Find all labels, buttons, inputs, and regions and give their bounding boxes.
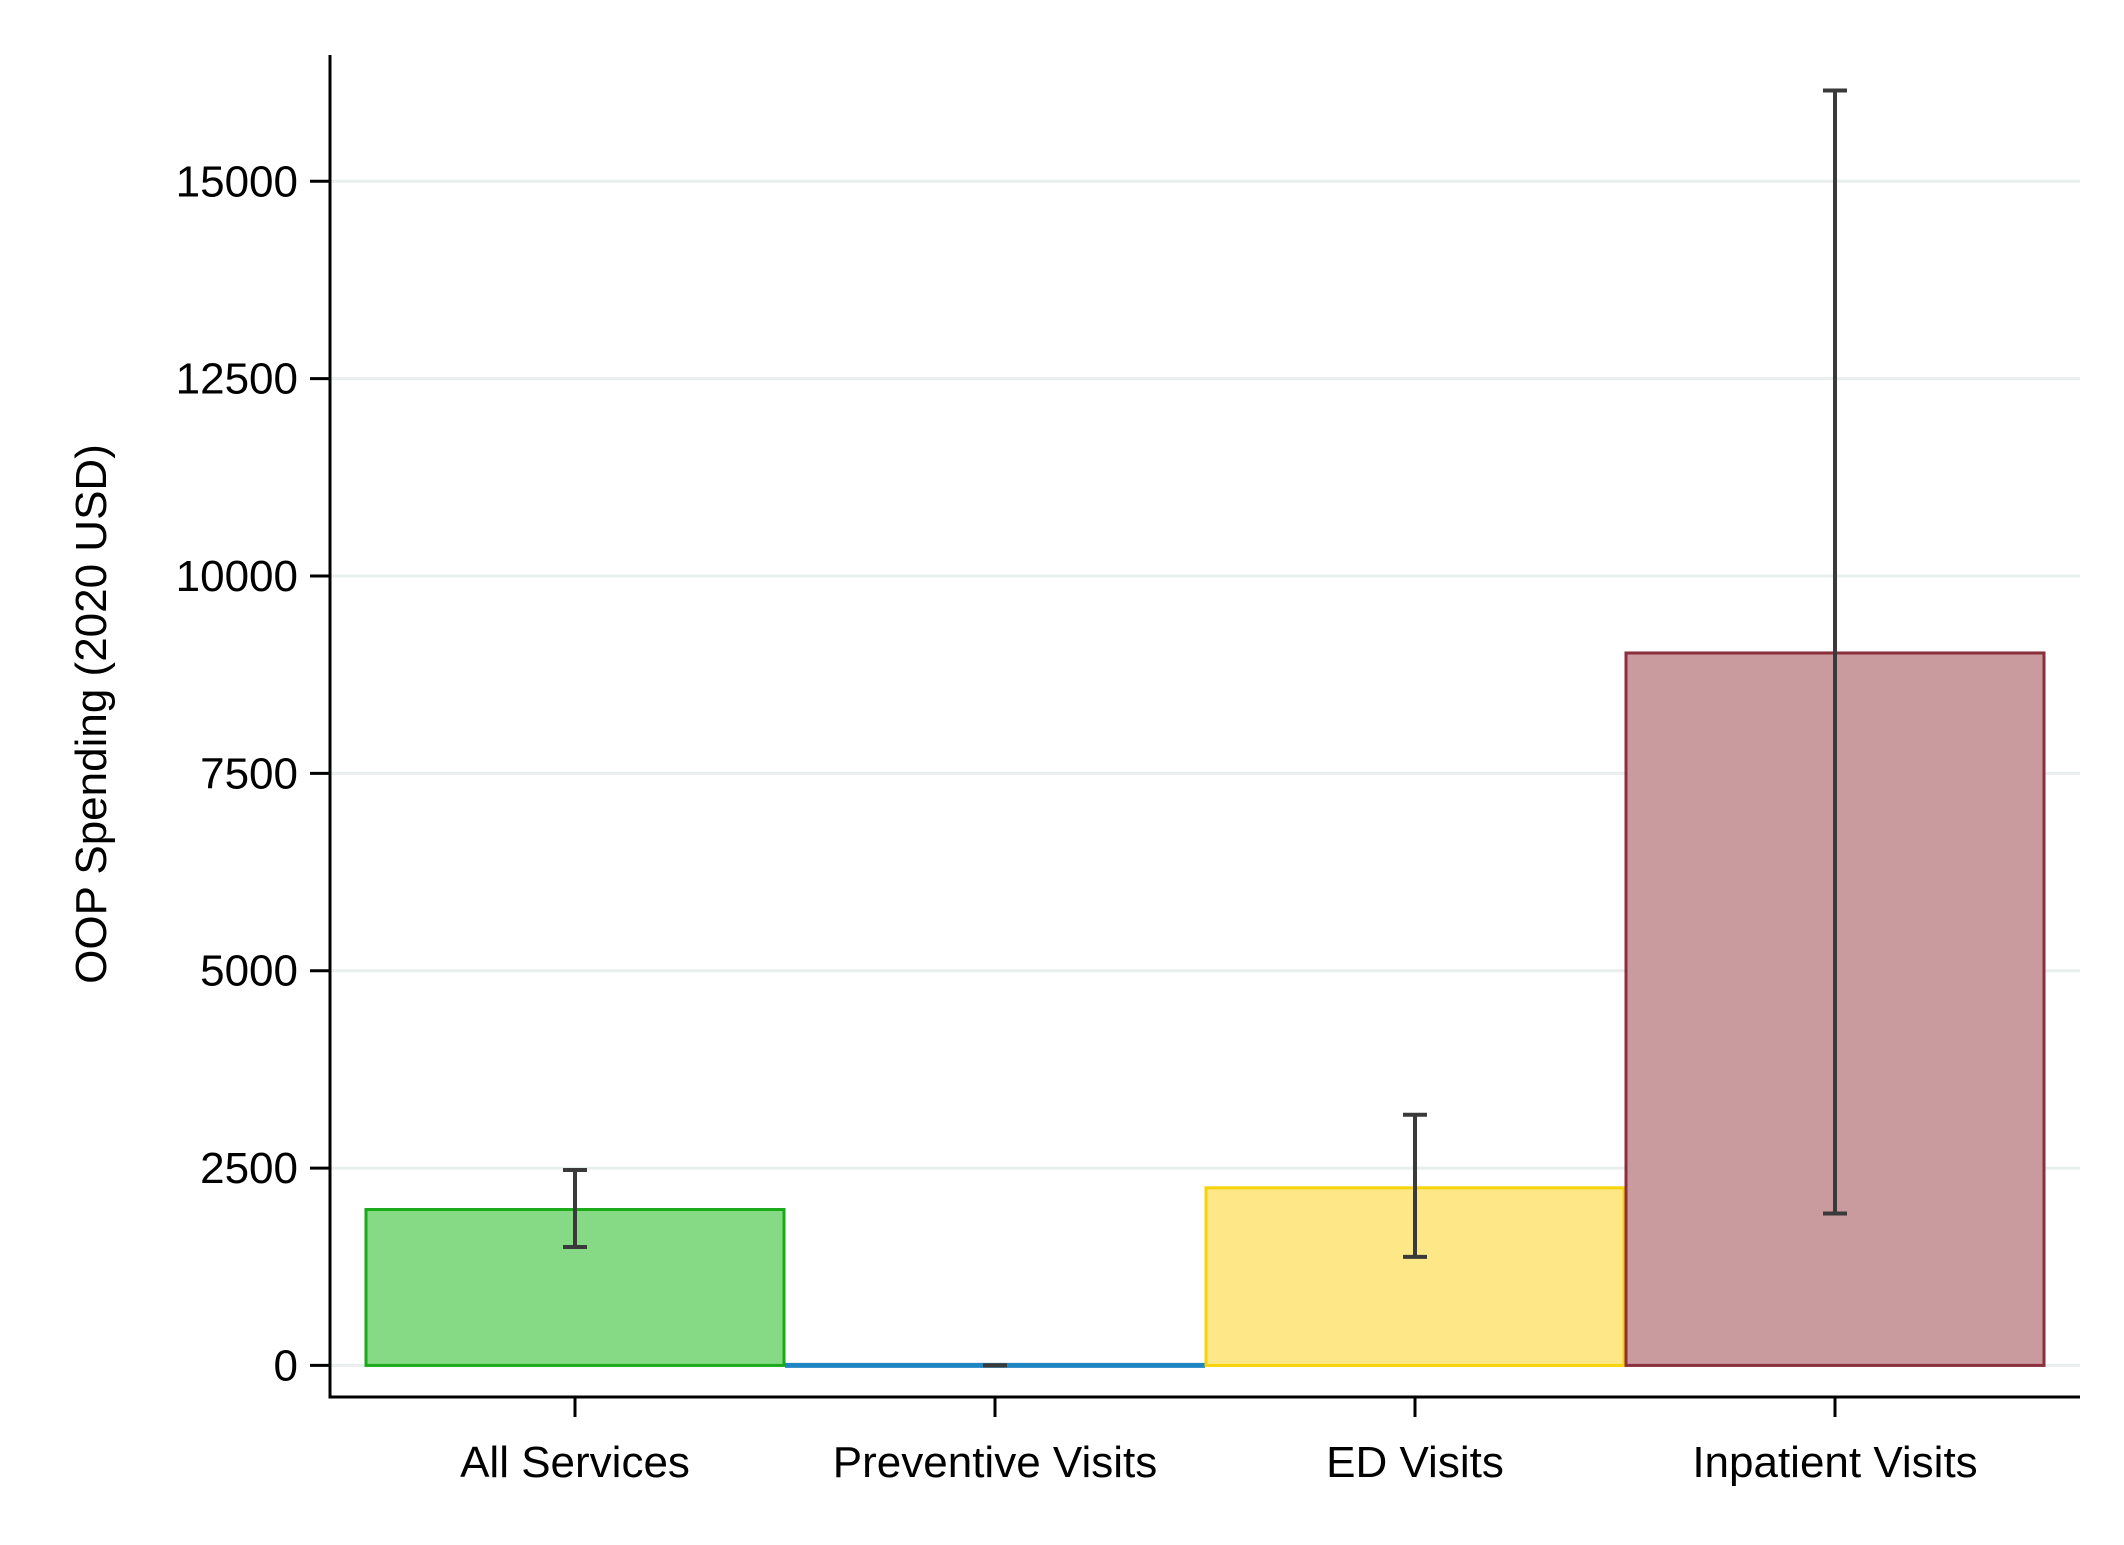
- x-tick-label: ED Visits: [1326, 1438, 1504, 1487]
- y-tick-label: 5000: [200, 947, 298, 996]
- y-axis-title: OOP Spending (2020 USD): [67, 444, 116, 984]
- y-tick-label: 15000: [176, 157, 298, 206]
- y-tick-label: 2500: [200, 1144, 298, 1193]
- y-tick-label: 10000: [176, 552, 298, 601]
- gridlines: [330, 179, 2080, 1367]
- axes: 0 2500 5000 7500 10000 12500 15000 All Services…: [176, 55, 2080, 1487]
- y-tick-label: 7500: [200, 749, 298, 798]
- error-bars: [563, 88, 1847, 1368]
- x-tick-label: Inpatient Visits: [1692, 1438, 1977, 1487]
- error-bar: [1403, 1112, 1427, 1259]
- error-bar: [563, 1168, 587, 1250]
- x-tick-label: Preventive Visits: [833, 1438, 1157, 1487]
- y-tick-label: 0: [274, 1341, 298, 1390]
- error-bar: [1823, 88, 1847, 1216]
- x-tick-label: All Services: [460, 1438, 690, 1487]
- bars: [364, 651, 2046, 1368]
- y-tick-label: 12500: [176, 355, 298, 404]
